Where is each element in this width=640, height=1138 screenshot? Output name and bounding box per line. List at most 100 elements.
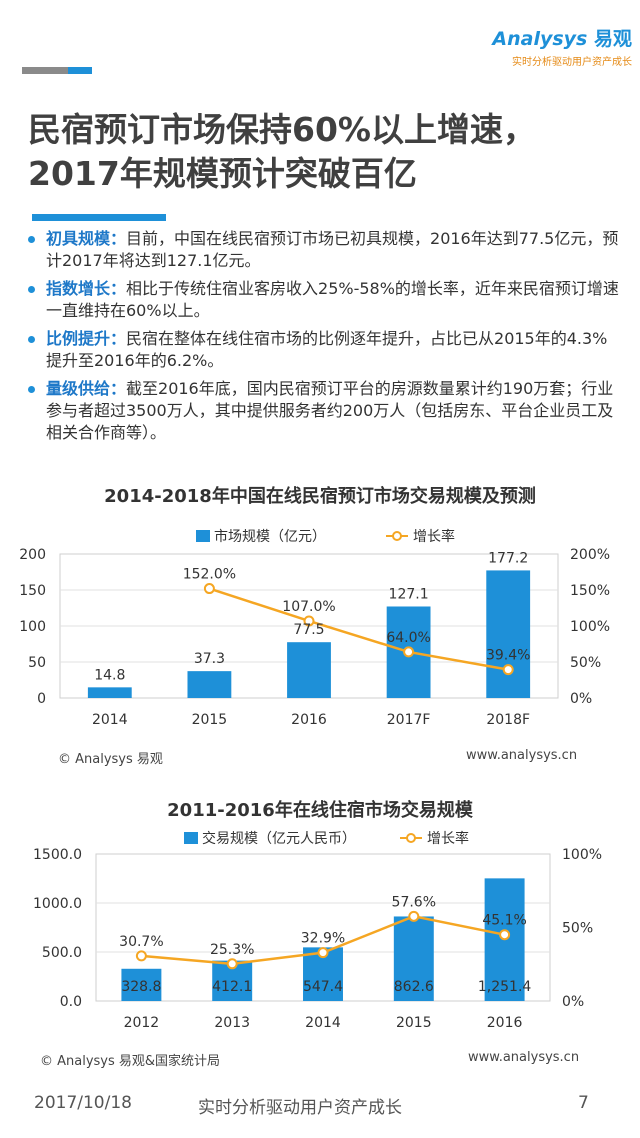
bar-value-label: 1,251.4 (478, 979, 532, 995)
bullet-dot-icon (28, 286, 35, 293)
legend-line-label: 增长率 (413, 528, 455, 545)
chart2-plot: 0.0 500.0 1000.0 1500.0 0% 50% 100% 2012 2013 201… (33, 830, 602, 1031)
chart2-title: 2011-2016年在线住宿市场交易规模 (167, 800, 473, 821)
bullet-dot-icon (28, 336, 35, 343)
x-tick-label: 2014 (305, 1015, 341, 1031)
bar-value-label: 412.1 (212, 979, 252, 995)
x-tick-label: 2016 (291, 712, 327, 728)
footer-date: 2017/10/18 (34, 1093, 132, 1113)
logo-name: Analysys (492, 28, 588, 50)
growth-rate-point (502, 664, 514, 676)
legend-line-marker-icon (406, 833, 416, 843)
rate-value-label: 39.4% (486, 648, 530, 664)
y-left-tick-label: 100 (19, 619, 46, 635)
x-tick-label: 2012 (124, 1015, 160, 1031)
legend-line-label: 增长率 (427, 830, 469, 847)
y-right-tick-label: 50% (562, 921, 593, 937)
growth-rate-point (303, 615, 315, 627)
title-underline (32, 214, 166, 221)
x-tick-label: 2017F (387, 712, 431, 728)
bar (187, 671, 232, 698)
bar (121, 968, 162, 1001)
bullet-item: 量级供给：截至2016年底，国内民宿预订平台的房源数量累计约190万套；行业参与… (22, 378, 622, 444)
y-left-tick-label: 0.0 (60, 994, 82, 1010)
legend-bar-label: 交易规模（亿元人民币） (202, 830, 356, 847)
title-line-2: 2017年规模预计突破百亿 (28, 154, 417, 193)
rate-value-label: 64.0% (386, 630, 430, 646)
y-left-tick-label: 0 (37, 691, 46, 707)
y-right-tick-label: 100% (570, 619, 610, 635)
x-tick-label: 2015 (396, 1015, 432, 1031)
title-line-1: 民宿预订市场保持60%以上增速， (28, 110, 536, 149)
header-accent-bar (22, 67, 92, 74)
rate-value-label: 25.3% (210, 942, 254, 958)
bar (393, 916, 434, 1001)
bar (486, 570, 531, 698)
legend-bar-label: 市场规模（亿元） (214, 528, 326, 545)
rate-value-label: 30.7% (119, 934, 163, 950)
bullet-text: 民宿在整体在线住宿市场的比例逐年提升，占比已从2015年的4.3%提升至2016… (46, 329, 608, 370)
analysys-logo: Analysys 易观 实时分析驱动用户资产成长 (492, 24, 632, 74)
chart2-website: www.analysys.cn (468, 1050, 580, 1065)
y-right-tick-label: 150% (570, 583, 610, 599)
bullet-text: 截至2016年底，国内民宿预订平台的房源数量累计约190万套；行业参与者超过35… (46, 379, 614, 442)
bullet-key: 量级供给： (46, 379, 127, 398)
page-title: 民宿预订市场保持60%以上增速， 2017年规模预计突破百亿 (28, 108, 628, 196)
y-left-tick-label: 1500.0 (33, 847, 82, 863)
bullet-item: 初具规模：目前，中国在线民宿预订市场已初具规模，2016年达到77.5亿元，预计… (22, 228, 622, 272)
y-left-tick-label: 150 (19, 583, 46, 599)
y-right-tick-label: 100% (562, 847, 602, 863)
y-left-tick-label: 500.0 (42, 945, 82, 961)
growth-rate-point (408, 910, 420, 922)
bullet-item: 指数增长：相比于传统住宿业客房收入25%-58%的增长率，近年来民宿预订增速一直… (22, 278, 622, 322)
rate-value-label: 107.0% (282, 599, 335, 615)
bullet-text: 目前，中国在线民宿预订市场已初具规模，2016年达到77.5亿元，预计2017年… (46, 229, 619, 270)
bar-value-label: 328.8 (121, 979, 161, 995)
y-right-tick-label: 200% (570, 547, 610, 563)
bar-value-label: 547.4 (303, 979, 343, 995)
y-right-tick-label: 0% (570, 691, 592, 707)
y-right-tick-label: 50% (570, 655, 601, 671)
bullet-list: 初具规模：目前，中国在线民宿预订市场已初具规模，2016年达到77.5亿元，预计… (22, 228, 622, 450)
logo-tagline: 实时分析驱动用户资产成长 (512, 57, 632, 68)
x-tick-label: 2016 (487, 1015, 523, 1031)
x-tick-label: 2014 (92, 712, 128, 728)
bullet-dot-icon (28, 236, 35, 243)
growth-rate-point (135, 950, 147, 962)
bullet-item: 比例提升：民宿在整体在线住宿市场的比例逐年提升，占比已从2015年的4.3%提升… (22, 328, 622, 372)
rate-value-label: 152.0% (183, 567, 236, 583)
logo-cn: 易观 (593, 28, 632, 50)
growth-rate-point (317, 947, 329, 959)
rate-value-label: 32.9% (301, 931, 345, 947)
y-left-tick-label: 1000.0 (33, 896, 82, 912)
bar-value-label: 177.2 (488, 550, 528, 566)
bullet-key: 指数增长： (46, 279, 127, 298)
bullet-text: 相比于传统住宿业客房收入25%-58%的增长率，近年来民宿预订增速一直维持在60… (46, 279, 619, 320)
growth-rate-point (226, 958, 238, 970)
growth-rate-line (209, 587, 509, 671)
bar (87, 687, 132, 698)
y-right-tick-label: 0% (562, 994, 584, 1010)
y-left-tick-label: 200 (19, 547, 46, 563)
chart1-website: www.analysys.cn (466, 748, 578, 763)
bar-value-label: 77.5 (293, 622, 324, 638)
bullet-key: 初具规模： (46, 229, 127, 248)
bullet-dot-icon (28, 386, 35, 393)
growth-rate-point (403, 646, 415, 658)
bar-value-label: 37.3 (194, 651, 225, 667)
chart1-title: 2014-2018年中国在线民宿预订市场交易规模及预测 (104, 486, 536, 507)
legend-bar-swatch-icon (196, 530, 210, 542)
bar-value-label: 862.6 (394, 979, 434, 995)
rate-value-label: 57.6% (392, 894, 436, 910)
chart1-plot: 0 50 100 150 200 0% 50% 100% 150% 200% 2014 2015 201… (19, 528, 610, 728)
bar-value-label: 127.1 (389, 586, 429, 602)
legend-bar-swatch-icon (184, 832, 198, 844)
growth-rate-point (499, 929, 511, 941)
x-tick-label: 2013 (214, 1015, 250, 1031)
x-tick-label: 2015 (192, 712, 228, 728)
chart2-source: © Analysys 易观&国家统计局 (40, 1054, 221, 1069)
chart1-source: © Analysys 易观 (58, 752, 163, 767)
bar-value-label: 14.8 (94, 667, 125, 683)
bar (287, 642, 331, 698)
x-tick-label: 2018F (486, 712, 530, 728)
